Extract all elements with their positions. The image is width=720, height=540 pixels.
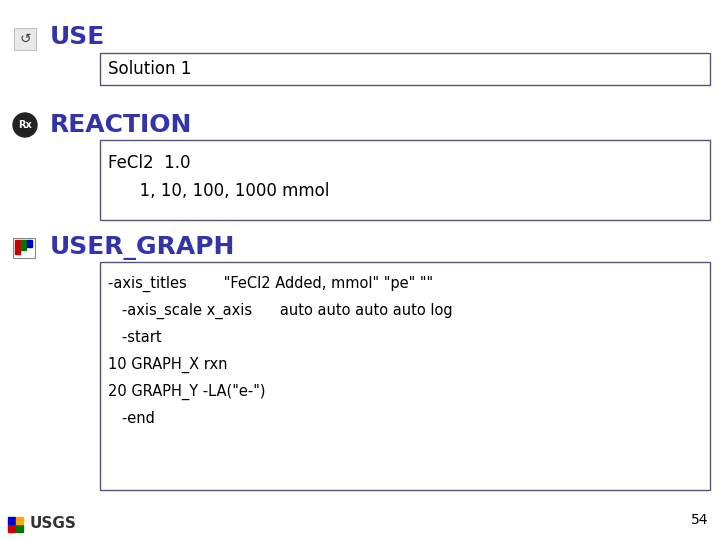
FancyBboxPatch shape xyxy=(100,140,710,220)
Bar xyxy=(16,525,23,532)
Text: FeCl2  1.0: FeCl2 1.0 xyxy=(108,154,191,172)
Text: -axis_titles        "FeCl2 Added, mmol" "pe" "": -axis_titles "FeCl2 Added, mmol" "pe" "" xyxy=(108,276,433,292)
Bar xyxy=(8,525,15,532)
Bar xyxy=(13,238,35,258)
Text: USER_GRAPH: USER_GRAPH xyxy=(50,236,235,260)
Text: 10 GRAPH_X rxn: 10 GRAPH_X rxn xyxy=(108,357,228,373)
Bar xyxy=(21,240,26,250)
Text: -start: -start xyxy=(108,330,161,345)
Bar xyxy=(14,28,36,50)
Bar xyxy=(15,240,20,254)
Text: 54: 54 xyxy=(690,513,708,527)
Text: REACTION: REACTION xyxy=(50,113,192,137)
Text: 20 GRAPH_Y -LA("e-"): 20 GRAPH_Y -LA("e-") xyxy=(108,384,266,400)
Bar xyxy=(27,240,32,247)
Text: 1, 10, 100, 1000 mmol: 1, 10, 100, 1000 mmol xyxy=(108,182,329,200)
Text: ↺: ↺ xyxy=(19,32,31,46)
Bar xyxy=(16,517,23,524)
FancyBboxPatch shape xyxy=(100,262,710,490)
Circle shape xyxy=(13,113,37,137)
Text: Solution 1: Solution 1 xyxy=(108,60,192,78)
Text: Rx: Rx xyxy=(18,120,32,130)
Text: -end: -end xyxy=(108,411,155,426)
Bar xyxy=(8,517,15,524)
Text: -axis_scale x_axis      auto auto auto auto log: -axis_scale x_axis auto auto auto auto l… xyxy=(108,303,453,319)
Text: USE: USE xyxy=(50,25,105,49)
Text: USGS: USGS xyxy=(30,516,77,531)
FancyBboxPatch shape xyxy=(100,53,710,85)
